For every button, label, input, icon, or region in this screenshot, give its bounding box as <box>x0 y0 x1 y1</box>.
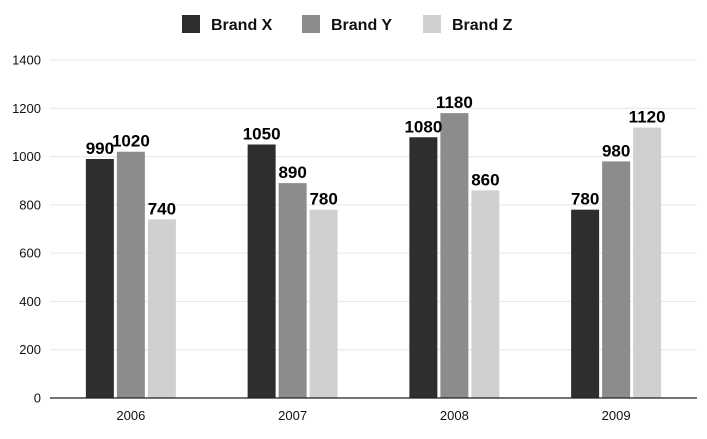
bars <box>85 113 662 398</box>
data-label: 780 <box>571 190 599 209</box>
bar <box>85 158 114 398</box>
data-labels: 9901020740105089078010801180860780980112… <box>86 93 666 218</box>
x-tick-label: 2007 <box>278 408 307 423</box>
y-tick-label: 1000 <box>12 149 41 164</box>
bar <box>571 209 600 398</box>
y-tick-label: 1200 <box>12 101 41 116</box>
bar <box>147 219 176 398</box>
data-label: 1120 <box>629 108 666 127</box>
y-tick-label: 1400 <box>12 53 41 68</box>
y-tick-label: 400 <box>19 294 41 309</box>
y-tick-label: 200 <box>19 342 41 357</box>
legend-label: Brand Y <box>331 17 392 34</box>
data-label: 890 <box>278 163 306 182</box>
data-label: 1080 <box>404 117 442 136</box>
y-tick-label: 0 <box>34 391 41 406</box>
legend-label: Brand Z <box>452 17 513 34</box>
y-tick-label: 600 <box>19 246 41 261</box>
bar <box>409 137 438 398</box>
bar <box>602 161 631 398</box>
x-tick-label: 2008 <box>440 408 469 423</box>
legend-label: Brand X <box>211 17 273 34</box>
legend-swatch <box>423 15 441 33</box>
x-tick-label: 2009 <box>602 408 631 423</box>
bar <box>116 151 145 398</box>
y-tick-label: 800 <box>19 197 41 212</box>
data-label: 860 <box>471 170 499 189</box>
data-label: 780 <box>309 190 337 209</box>
data-label: 740 <box>148 199 176 218</box>
y-axis-ticks: 0 200 400 600 800 1000 1200 1400 <box>12 53 41 406</box>
bar <box>440 113 469 398</box>
bar <box>278 183 307 398</box>
bar <box>309 209 338 398</box>
data-label: 980 <box>602 141 630 160</box>
data-label: 1020 <box>112 132 150 151</box>
bar <box>247 144 276 398</box>
legend: Brand X Brand Y Brand Z <box>182 15 513 34</box>
bar <box>471 190 500 398</box>
data-label: 1180 <box>436 93 473 112</box>
data-label: 1050 <box>243 125 281 144</box>
legend-swatch <box>302 15 320 33</box>
x-tick-label: 2006 <box>116 408 145 423</box>
bar <box>633 127 662 398</box>
x-axis-ticks: 2006 2007 2008 2009 <box>116 408 630 423</box>
legend-swatch <box>182 15 200 33</box>
data-label: 990 <box>86 139 114 158</box>
